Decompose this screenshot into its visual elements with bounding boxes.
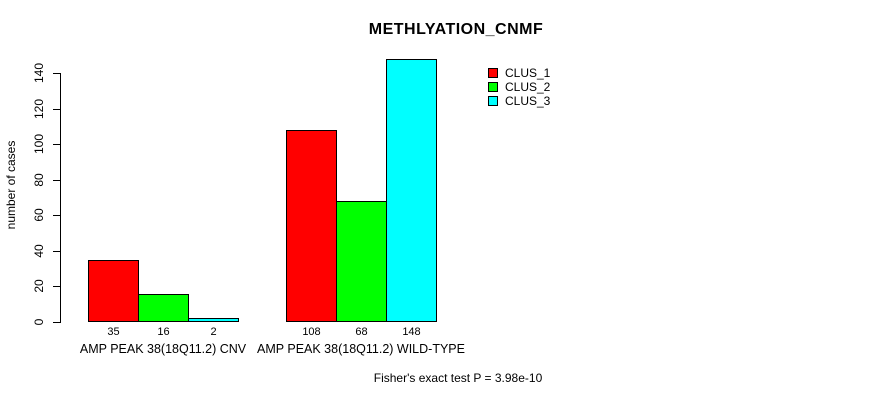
y-tick-mark	[53, 73, 60, 74]
y-tick-label: 20	[32, 279, 46, 293]
legend-label: CLUS_2	[505, 80, 551, 94]
y-tick-label: 40	[32, 244, 46, 258]
legend-swatch-icon	[488, 68, 498, 78]
y-tick-label: 60	[32, 208, 46, 222]
bar-clus_1-group1	[88, 260, 139, 322]
legend-item: CLUS_1	[488, 66, 550, 80]
bar-clus_2-group1	[138, 294, 189, 322]
legend-item: CLUS_2	[488, 80, 550, 94]
y-tick-mark	[53, 251, 60, 252]
y-axis-line	[60, 73, 61, 323]
legend: CLUS_1 CLUS_2 CLUS_3	[488, 66, 550, 108]
bar-clus_3-group1	[188, 318, 239, 322]
bar-value-label: 2	[210, 326, 217, 338]
y-tick-label: 80	[32, 173, 46, 187]
bar-value-label: 35	[107, 326, 120, 338]
y-tick-label: 100	[32, 133, 46, 155]
y-axis-label: number of cases	[4, 140, 18, 230]
y-tick-mark	[53, 144, 60, 145]
y-tick-label: 140	[32, 62, 46, 84]
bar-value-label: 148	[402, 326, 421, 338]
x-category-label: AMP PEAK 38(18Q11.2) CNV	[79, 342, 247, 356]
bar-value-label: 108	[302, 326, 321, 338]
y-tick-mark	[53, 286, 60, 287]
y-tick-label: 0	[32, 318, 46, 326]
legend-swatch-icon	[488, 96, 498, 106]
bar-clus_1-group2	[286, 130, 337, 322]
y-tick-mark	[53, 322, 60, 323]
legend-swatch-icon	[488, 82, 498, 92]
footnote: Fisher's exact test P = 3.98e-10	[373, 371, 543, 385]
y-tick-mark	[53, 180, 60, 181]
legend-label: CLUS_3	[505, 94, 551, 108]
bar-value-label: 16	[157, 326, 170, 338]
bar-clus_3-group2	[386, 59, 437, 322]
y-tick-label: 120	[32, 98, 46, 120]
bar-value-label: 68	[355, 326, 368, 338]
chart-title: METHLYATION_CNMF	[368, 21, 544, 38]
y-tick-mark	[53, 215, 60, 216]
legend-item: CLUS_3	[488, 94, 550, 108]
bar-clus_2-group2	[336, 201, 387, 322]
y-tick-mark	[53, 109, 60, 110]
x-category-label: AMP PEAK 38(18Q11.2) WILD-TYPE	[257, 342, 465, 356]
legend-label: CLUS_1	[505, 66, 551, 80]
